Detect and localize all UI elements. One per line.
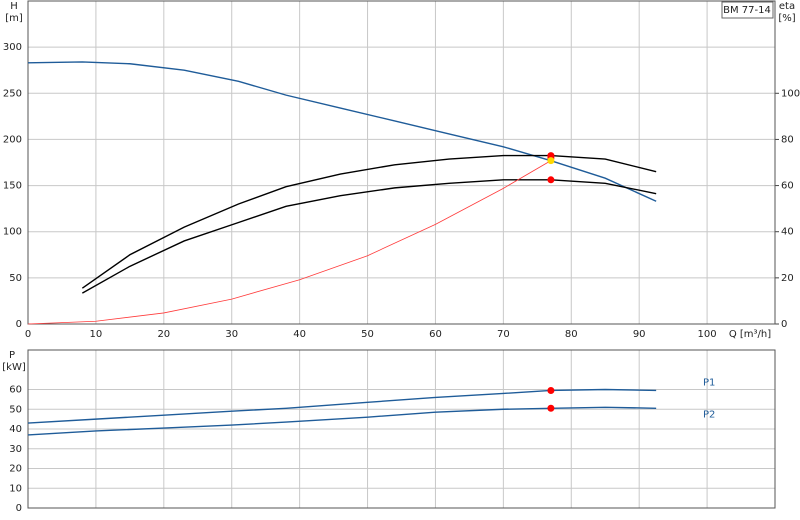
y-tick-label: 150 — [3, 181, 22, 192]
plot-frame — [27, 0, 776, 325]
series-line — [27, 406, 657, 436]
y-tick-label: 50 — [9, 273, 22, 284]
y-tick-label: 0 — [16, 503, 22, 514]
duty-point — [547, 386, 555, 394]
x-tick-label: 0 — [25, 329, 31, 340]
x-tick-label: 90 — [633, 329, 646, 340]
y-tick-label: 10 — [9, 483, 22, 494]
x-tick-label: 40 — [293, 329, 306, 340]
y-tick-label: 250 — [3, 88, 22, 99]
x-tick-label: 70 — [497, 329, 510, 340]
y-tick-label: 60 — [9, 385, 22, 396]
y2-tick-label: 60 — [781, 181, 794, 192]
y2-tick-label: 100 — [781, 88, 800, 99]
x-label: Q [m³/h] — [729, 329, 771, 340]
series-line — [81, 154, 657, 289]
x-tick-label: 30 — [225, 329, 238, 340]
duty-point — [547, 176, 555, 184]
y-tick-label: 40 — [9, 424, 22, 435]
series-label: P1 — [703, 377, 715, 388]
y-tick-label: 300 — [3, 42, 22, 53]
y-tick-label: 50 — [9, 404, 22, 415]
y-tick-label: 30 — [9, 444, 22, 455]
plot-frame — [27, 349, 776, 509]
y-tick-label: 100 — [3, 227, 22, 238]
y-unit: [m] — [5, 13, 23, 24]
y2-tick-label: 40 — [781, 227, 794, 238]
series-line — [27, 388, 657, 424]
y-label: P — [9, 350, 15, 361]
duty-point — [547, 404, 555, 412]
series-line — [81, 179, 657, 294]
x-tick-label: 50 — [361, 329, 374, 340]
y-tick-label: 20 — [9, 464, 22, 475]
y2-tick-label: 80 — [781, 134, 794, 145]
series-label: P2 — [703, 409, 715, 420]
y-tick-label: 0 — [16, 319, 22, 330]
x-tick-label: 100 — [698, 329, 717, 340]
duty-point — [547, 157, 555, 165]
x-tick-label: 10 — [90, 329, 103, 340]
x-tick-label: 60 — [429, 329, 442, 340]
y2-unit: [%] — [778, 13, 795, 24]
x-tick-label: 80 — [565, 329, 578, 340]
y-label: H — [10, 1, 18, 12]
title-box — [721, 1, 774, 19]
y-tick-label: 200 — [3, 134, 22, 145]
y2-tick-label: 20 — [781, 273, 794, 284]
x-tick-label: 20 — [157, 329, 170, 340]
y2-tick-label: 0 — [781, 319, 787, 330]
y2-label: eta — [779, 1, 795, 12]
chart-title: BM 77-14 — [723, 5, 771, 16]
series-line — [27, 160, 552, 325]
y-unit: [kW] — [2, 362, 26, 373]
